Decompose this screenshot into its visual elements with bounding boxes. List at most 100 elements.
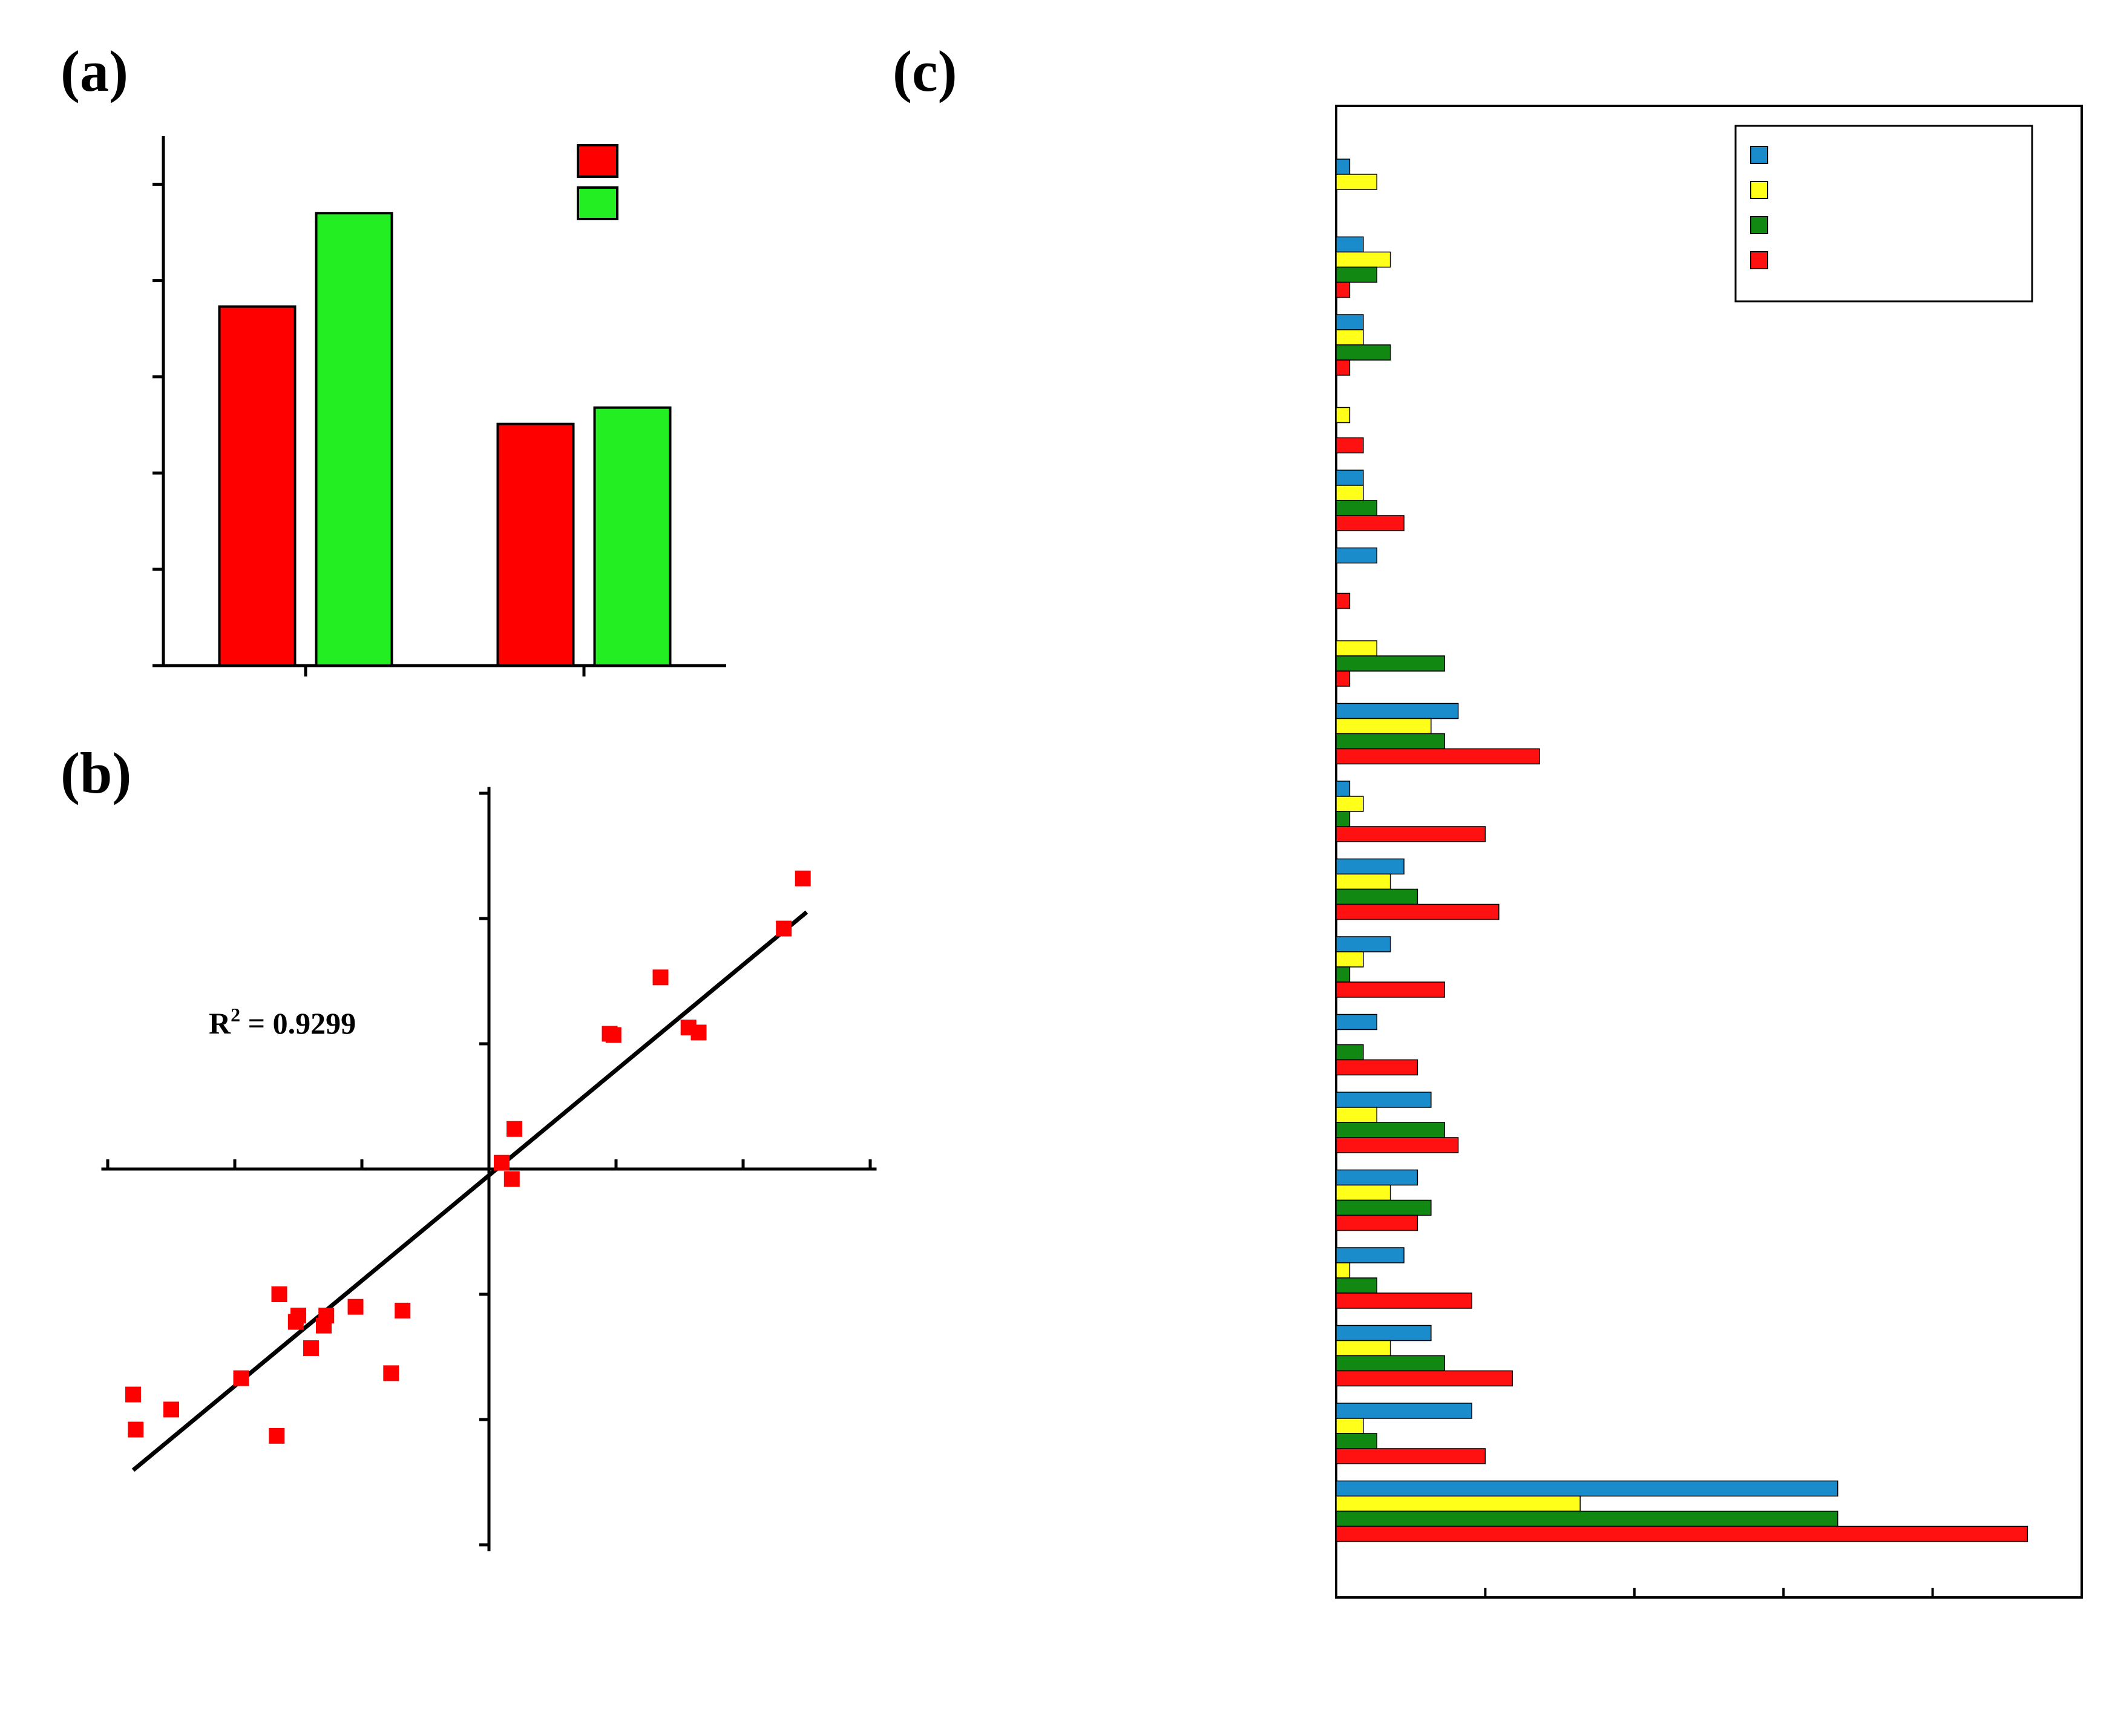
- bar-low-n-down: [1336, 748, 1540, 765]
- bar-low-n-down: [1336, 281, 1351, 298]
- scatter-point-5: [271, 1286, 287, 1302]
- bar-high-n-up: [1336, 236, 1364, 253]
- bar-high-n-down: [1336, 329, 1364, 346]
- scatter-point-16: [507, 1121, 522, 1137]
- bar-high-n-up: [1336, 1325, 1432, 1341]
- bar-high-n-down: [1336, 718, 1432, 735]
- r-squared: R2 = 0.9299: [209, 1004, 356, 1040]
- r-squared-exponent: 2: [231, 1004, 240, 1026]
- scatter-point-8: [303, 1340, 319, 1357]
- bar-low-n-up: [1336, 1355, 1445, 1372]
- bar-low-n-down: [1336, 1292, 1472, 1309]
- bar-up: [496, 422, 575, 667]
- bar-low-n-down: [1336, 1059, 1418, 1076]
- scatter-point-0: [125, 1386, 141, 1403]
- bar-low-n-up: [1336, 500, 1377, 516]
- panel-label-c: (c): [893, 39, 957, 103]
- bar-low-n-down: [1336, 1525, 2028, 1542]
- bar-low-n-down: [1336, 359, 1351, 376]
- scatter-point-18: [605, 1027, 621, 1043]
- legend-swatch: [1750, 251, 1768, 269]
- bar-high-n-up: [1336, 314, 1364, 330]
- bar-low-n-up: [1336, 1510, 1838, 1527]
- scatter-point-19: [652, 969, 669, 986]
- bar-low-n-down: [1336, 826, 1486, 842]
- bar-high-n-up: [1336, 858, 1405, 875]
- bar-low-n-down: [1336, 981, 1445, 998]
- bar-high-n-up: [1336, 781, 1351, 797]
- scatter-point-23: [795, 870, 811, 886]
- panel-b-scatter-chart: R2 = 0.9299: [101, 787, 877, 1551]
- bar-high-n-up: [1336, 1014, 1377, 1030]
- bar-low-n-up: [1336, 811, 1351, 827]
- panel-label-a: (a): [61, 39, 128, 103]
- bar-high-n-down: [1336, 1418, 1364, 1434]
- bar-low-n-down: [1336, 1137, 1459, 1153]
- panel-a-bar-chart: [152, 136, 726, 676]
- bar-high-n-down: [1336, 1340, 1391, 1357]
- bar-low-n-up: [1336, 266, 1377, 283]
- panel-c-kegg-chart: [1335, 105, 2083, 1599]
- bar-down: [593, 406, 672, 667]
- bar-high-n-down: [1336, 407, 1351, 424]
- bar-low-n-down: [1336, 903, 1500, 920]
- scatter-point-14: [494, 1155, 510, 1171]
- bar-low-n-down: [1336, 437, 1364, 454]
- bar-low-n-up: [1336, 344, 1391, 361]
- fit-line: [131, 910, 808, 1472]
- scatter-point-1: [128, 1421, 144, 1438]
- bar-low-n-down: [1336, 1448, 1486, 1464]
- scatter-point-15: [503, 1171, 520, 1187]
- bar-high-n-up: [1336, 1247, 1405, 1263]
- bar-high-n-down: [1336, 1107, 1377, 1123]
- r-squared-value: = 0.9299: [240, 1006, 356, 1040]
- bar-low-n-up: [1336, 1277, 1377, 1294]
- legend-swatch-down: [577, 186, 618, 220]
- bar-low-n-up: [1336, 1044, 1364, 1061]
- bar-high-n-down: [1336, 873, 1391, 890]
- bar-low-n-up: [1336, 966, 1351, 983]
- bar-low-n-up: [1336, 888, 1418, 905]
- bar-low-n-down: [1336, 1214, 1418, 1231]
- bar-high-n-down: [1336, 1495, 1581, 1512]
- bar-high-n-up: [1336, 1480, 1838, 1497]
- scatter-point-7: [290, 1308, 306, 1324]
- bar-down: [315, 212, 393, 667]
- bar-low-n-up: [1336, 1433, 1377, 1449]
- legend-swatch-up: [577, 144, 618, 178]
- scatter-point-4: [269, 1427, 285, 1444]
- bar-high-n-down: [1336, 1184, 1391, 1201]
- bar-high-n-down: [1336, 951, 1364, 968]
- r-squared-symbol: R: [209, 1006, 231, 1040]
- scatter-point-21: [690, 1024, 707, 1041]
- scatter-point-3: [233, 1370, 249, 1386]
- bar-high-n-down: [1336, 796, 1364, 812]
- legend-swatch: [1750, 181, 1768, 199]
- bar-high-n-down: [1336, 251, 1391, 268]
- bar-up: [218, 305, 297, 667]
- bar-high-n-up: [1336, 547, 1377, 564]
- bar-high-n-down: [1336, 1262, 1351, 1279]
- legend-box: [1734, 125, 2033, 303]
- bar-high-n-up: [1336, 703, 1459, 719]
- bar-low-n-up: [1336, 1199, 1432, 1216]
- bar-high-n-up: [1336, 159, 1351, 175]
- bar-high-n-down: [1336, 174, 1377, 190]
- legend-swatch: [1750, 146, 1768, 164]
- bar-low-n-up: [1336, 1122, 1445, 1138]
- scatter-point-11: [347, 1299, 364, 1315]
- bar-high-n-up: [1336, 936, 1391, 952]
- legend-swatch: [1750, 216, 1768, 234]
- bar-high-n-up: [1336, 1169, 1418, 1186]
- bar-low-n-up: [1336, 655, 1445, 672]
- scatter-point-10: [318, 1308, 335, 1324]
- plot-frame: [1335, 105, 2083, 1599]
- bar-high-n-up: [1336, 1403, 1472, 1419]
- bar-low-n-down: [1336, 670, 1351, 687]
- bar-high-n-up: [1336, 470, 1364, 486]
- bar-low-n-up: [1336, 733, 1445, 750]
- bar-low-n-down: [1336, 592, 1351, 609]
- bar-high-n-down: [1336, 485, 1364, 501]
- bar-low-n-down: [1336, 1370, 1513, 1387]
